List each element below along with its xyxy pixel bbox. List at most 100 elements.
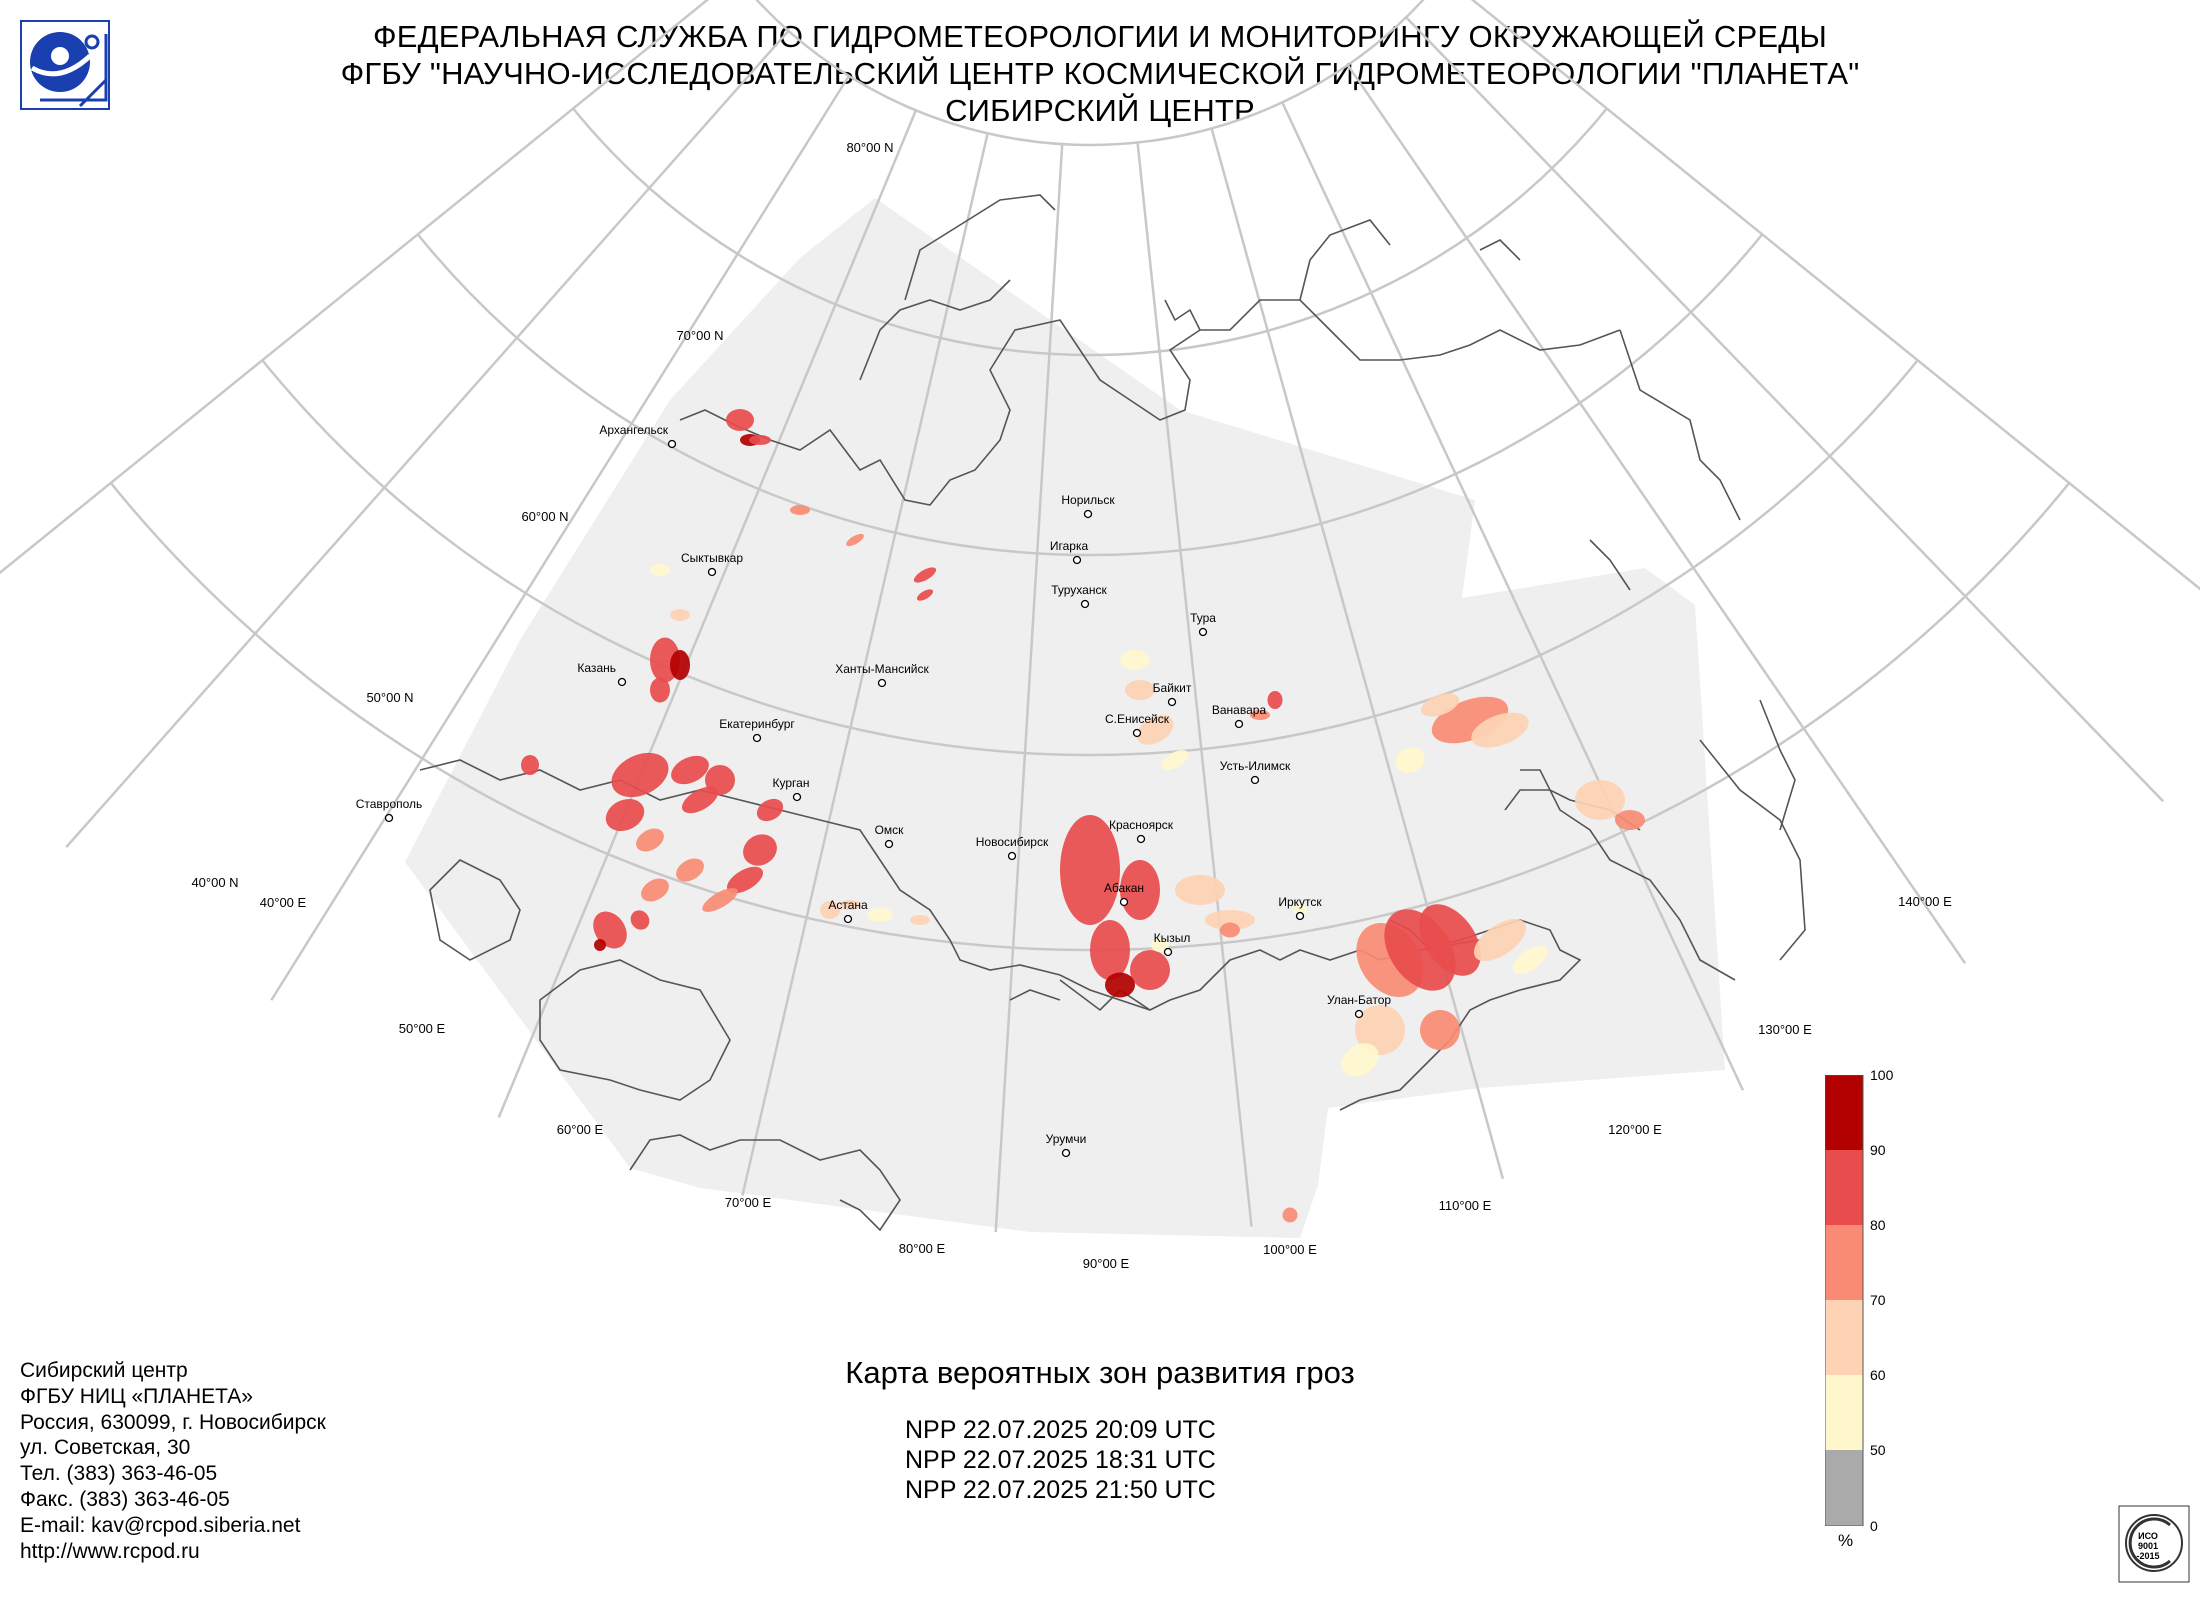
city-marker: Игарка — [1050, 539, 1088, 565]
city-label: Иркутск — [1278, 895, 1322, 909]
storm-zone — [820, 901, 840, 919]
city-marker: Кызыл — [1154, 931, 1190, 957]
meridian — [1136, 142, 1253, 1227]
city-label: Урумчи — [1046, 1132, 1087, 1146]
city-dot — [1080, 599, 1090, 609]
pass-line: NPP 22.07.2025 21:50 UTC — [905, 1476, 1216, 1504]
latitude-arc — [755, 0, 1425, 147]
pass-line: NPP 22.07.2025 18:31 UTC — [905, 1446, 1216, 1474]
colorbar-band — [1825, 1075, 1863, 1150]
city-marker: Омск — [875, 823, 905, 849]
grid-labels: 80°00 N 70°00 N 60°00 N 50°00 N 40°00 N 40°00… — [191, 140, 1952, 1271]
city-dot — [617, 677, 627, 687]
city-marker: Норильск — [1061, 493, 1115, 519]
city-label: Ставрополь — [356, 797, 423, 811]
meridian — [1210, 128, 1505, 1180]
storm-zone — [1473, 918, 1527, 962]
meridian — [65, 29, 790, 848]
storm-zone — [916, 589, 934, 601]
longitude-label: 60°00 E — [557, 1122, 604, 1137]
storm-zone — [1355, 1005, 1405, 1055]
city-marker: Курган — [773, 776, 810, 802]
longitude-label: 100°00 E — [1263, 1242, 1317, 1257]
storm-zone — [1175, 875, 1225, 905]
storm-zone — [636, 828, 664, 852]
colorbar-tick-label: 60 — [1870, 1367, 1886, 1383]
storm-zone — [1512, 945, 1548, 975]
colorbar-band — [1825, 1375, 1863, 1450]
city-label: Ванавара — [1212, 703, 1267, 717]
latitude-label: 50°00 N — [366, 690, 413, 705]
planeta-logo — [20, 20, 110, 110]
city-dot — [1354, 1009, 1364, 1019]
city-marker: Астана — [828, 898, 868, 924]
city-dot — [1072, 555, 1082, 565]
org-line: Тел. (383) 363-46-05 — [20, 1462, 218, 1486]
colorbar — [1825, 1075, 1864, 1526]
city-marker: С.Енисейск — [1105, 712, 1170, 738]
storm-zone — [650, 564, 670, 576]
storm-zone — [1282, 1207, 1298, 1223]
storm-zone — [671, 755, 709, 785]
colorbar-tick-label: 80 — [1870, 1217, 1886, 1233]
storm-zone — [1419, 904, 1481, 976]
city-label: Казань — [577, 661, 616, 675]
org-line: Россия, 630099, г. Новосибирск — [20, 1410, 326, 1434]
city-label: Курган — [773, 776, 810, 790]
website-link[interactable]: http://www.rcpod.ru — [20, 1539, 200, 1563]
storm-zone — [913, 567, 937, 583]
storm-zone — [702, 888, 738, 912]
city-dot — [1250, 775, 1260, 785]
longitude-label: 120°00 E — [1608, 1122, 1662, 1137]
meridian — [741, 133, 989, 1196]
storm-zone — [1136, 715, 1174, 745]
storm-zone — [743, 834, 777, 866]
city-marker: Туруханск — [1051, 583, 1107, 609]
longitude-label: 90°00 E — [1083, 1256, 1130, 1271]
header-line-3: СИБИРСКИЙ ЦЕНТР — [945, 93, 1255, 128]
city-marker: Иркутск — [1278, 895, 1322, 921]
city-dot — [1167, 697, 1177, 707]
city-label: Красноярск — [1109, 818, 1174, 832]
meridian-lines — [0, 0, 2200, 1233]
city-dot — [1295, 911, 1305, 921]
storm-zone — [1151, 938, 1169, 952]
latitude-label: 40°00 N — [191, 875, 238, 890]
storm-zone — [1220, 922, 1240, 938]
storm-zone — [1130, 950, 1170, 990]
storm-zone — [670, 650, 690, 680]
city-dot — [1083, 509, 1093, 519]
header-line-1: ФЕДЕРАЛЬНАЯ СЛУЖБА ПО ГИДРОМЕТЕОРОЛОГИИ … — [372, 19, 1828, 54]
latitude-lines — [109, 0, 2071, 952]
colorbar-band — [1825, 1225, 1863, 1300]
storm-zone — [756, 798, 784, 822]
longitude-label: 70°00 E — [725, 1195, 772, 1210]
storm-zone — [1420, 1010, 1460, 1050]
colorbar-tick-label: 50 — [1870, 1442, 1886, 1458]
city-label: Астана — [828, 898, 868, 912]
meridian — [1470, 0, 2200, 591]
city-dot — [843, 914, 853, 924]
email-link[interactable]: E-mail: kav@rcpod.siberia.net — [20, 1513, 301, 1537]
svg-text:-2015: -2015 — [2136, 1551, 2159, 1561]
city-label: Новосибирск — [976, 835, 1049, 849]
city-dot — [877, 678, 887, 688]
colorbar-tick-label: 70 — [1870, 1292, 1886, 1308]
storm-zone — [910, 915, 930, 925]
storm-zone — [1125, 680, 1155, 700]
city-label: Омск — [875, 823, 905, 837]
colorbar-unit: % — [1838, 1531, 1854, 1550]
storm-zone — [1090, 920, 1130, 980]
city-label: Байкит — [1153, 681, 1192, 695]
storm-zone — [1575, 780, 1625, 820]
colorbar-band — [1825, 1450, 1863, 1526]
city-label: Улан-Батор — [1327, 993, 1391, 1007]
storm-zone — [726, 866, 764, 894]
city-marker: Урумчи — [1046, 1132, 1087, 1158]
coastlines-borders — [419, 194, 1806, 1232]
city-marker: Тура — [1190, 611, 1216, 637]
storm-zone — [1395, 747, 1425, 773]
iso-certification-badge: ИСО 9001 -2015 — [2118, 1505, 2190, 1583]
header: ФЕДЕРАЛЬНАЯ СЛУЖБА ПО ГИДРОМЕТЕОРОЛОГИИ … — [0, 18, 2200, 129]
